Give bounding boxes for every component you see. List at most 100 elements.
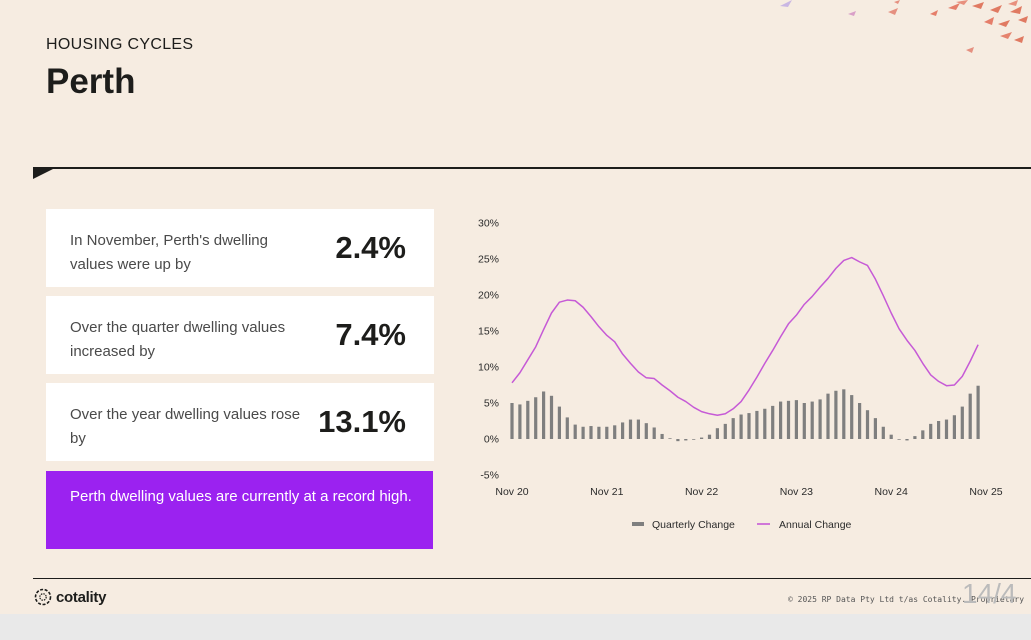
bar-quarterly-change — [644, 423, 648, 439]
bar-quarterly-change — [731, 418, 735, 439]
bar-quarterly-change — [636, 419, 640, 439]
bar-quarterly-change — [526, 400, 530, 439]
legend-swatch-quarterly — [632, 522, 644, 526]
y-tick-label: 25% — [478, 254, 499, 266]
bar-quarterly-change — [589, 426, 593, 439]
bar-quarterly-change — [534, 397, 538, 439]
stat-card-quarterly: Over the quarter dwelling values increas… — [46, 296, 434, 374]
y-tick-label: -5% — [480, 470, 499, 482]
stat-quarterly-value: 7.4% — [335, 317, 406, 352]
bar-quarterly-change — [676, 439, 680, 442]
bar-quarterly-change — [597, 426, 601, 439]
bar-quarterly-change — [763, 408, 767, 439]
bar-quarterly-change — [723, 423, 727, 439]
bar-quarterly-change — [929, 423, 933, 439]
x-tick-label: Nov 22 — [685, 486, 718, 498]
bar-quarterly-change — [810, 401, 814, 439]
bar-quarterly-change — [518, 404, 522, 439]
bar-quarterly-change — [802, 403, 806, 439]
company-logo: cotality — [33, 586, 106, 608]
bar-quarterly-change — [542, 391, 546, 439]
bar-quarterly-change — [873, 418, 877, 439]
y-tick-label: 10% — [478, 362, 499, 374]
stat-card-annual: Over the year dwelling values rose by 13… — [46, 383, 434, 461]
bar-quarterly-change — [668, 438, 672, 439]
bar-quarterly-change — [739, 414, 743, 439]
bar-quarterly-change — [937, 421, 941, 439]
bar-quarterly-change — [692, 439, 696, 440]
bar-quarterly-change — [952, 415, 956, 439]
divider-bottom — [33, 578, 1031, 579]
x-tick-label: Nov 21 — [590, 486, 623, 498]
bar-quarterly-change — [557, 406, 561, 439]
page-title: Perth — [46, 62, 136, 101]
bar-quarterly-change — [881, 426, 885, 439]
stat-monthly-value: 2.4% — [335, 230, 406, 265]
bar-quarterly-change — [755, 410, 759, 439]
legend-label-annual: Annual Change — [779, 519, 852, 531]
cotality-logo-icon — [34, 588, 52, 606]
y-tick-label: 5% — [484, 398, 499, 410]
x-tick-label: Nov 25 — [969, 486, 1002, 498]
bar-quarterly-change — [510, 403, 514, 439]
y-tick-label: 15% — [478, 326, 499, 338]
bar-quarterly-change — [581, 426, 585, 439]
stat-annual-text: Over the year dwelling values rose by — [70, 406, 301, 447]
bar-quarterly-change — [850, 395, 854, 439]
line-annual-change — [511, 256, 979, 416]
logo-text: cotality — [56, 588, 107, 606]
bar-quarterly-change — [621, 422, 625, 439]
y-tick-label: 0% — [484, 434, 499, 446]
stat-monthly-text: In November, Perth's dwelling values wer… — [70, 232, 268, 273]
bar-quarterly-change — [944, 419, 949, 439]
bar-quarterly-change — [968, 393, 972, 439]
page-number: 14/4 — [962, 578, 1017, 609]
x-tick-label: Nov 20 — [495, 486, 528, 498]
housing-cycle-chart: 30% 25% 20% 15% 10% 5% 0% -5% Nov 20 Nov 21 Nov 22… — [478, 218, 1003, 532]
bar-quarterly-change — [960, 406, 964, 439]
bar-quarterly-change — [842, 389, 846, 439]
highlight-callout: Perth dwelling values are currently at a… — [46, 471, 433, 549]
section-eyebrow: HOUSING CYCLES — [46, 36, 194, 53]
legend-label-quarterly: Quarterly Change — [652, 519, 735, 531]
bar-quarterly-change — [826, 393, 830, 439]
bar-quarterly-change — [613, 425, 617, 439]
bar-quarterly-change — [786, 400, 791, 439]
y-tick-label: 30% — [478, 218, 499, 230]
x-tick-label: Nov 24 — [875, 486, 908, 498]
stat-annual-value: 13.1% — [318, 404, 406, 439]
bar-quarterly-change — [858, 403, 862, 439]
bar-quarterly-change — [565, 417, 569, 439]
bar-quarterly-change — [700, 437, 704, 439]
bar-quarterly-change — [865, 410, 870, 439]
bar-quarterly-change — [660, 433, 664, 439]
confetti-decoration — [780, 0, 1028, 53]
bar-quarterly-change — [684, 439, 688, 441]
bar-quarterly-change — [573, 424, 577, 439]
bar-quarterly-change — [779, 401, 783, 439]
bar-quarterly-change — [834, 390, 838, 439]
bar-quarterly-change — [976, 385, 980, 439]
y-tick-label: 20% — [478, 290, 499, 302]
bar-quarterly-change — [897, 439, 901, 440]
bar-quarterly-change — [605, 426, 609, 439]
bar-quarterly-change — [913, 436, 917, 439]
divider-corner — [33, 168, 55, 179]
bar-quarterly-change — [771, 405, 775, 439]
bar-quarterly-change — [794, 400, 798, 439]
bar-quarterly-change — [549, 395, 554, 439]
bar-quarterly-change — [652, 427, 656, 439]
bar-quarterly-change — [889, 434, 893, 439]
stat-quarterly-text: Over the quarter dwelling values increas… — [70, 319, 286, 360]
bar-quarterly-change — [707, 434, 712, 439]
bar-quarterly-change — [905, 439, 909, 441]
bar-quarterly-change — [715, 428, 719, 439]
divider-top — [33, 167, 1031, 169]
stat-card-monthly: In November, Perth's dwelling values wer… — [46, 209, 434, 287]
bar-quarterly-change — [628, 419, 633, 439]
copyright-notice: © 2025 RP Data Pty Ltd t/as Cotality. Pr… — [788, 595, 1025, 604]
highlight-text: Perth dwelling values are currently at a… — [70, 488, 412, 505]
x-tick-label: Nov 23 — [780, 486, 813, 498]
bar-quarterly-change — [921, 430, 925, 439]
bar-quarterly-change — [818, 399, 822, 439]
